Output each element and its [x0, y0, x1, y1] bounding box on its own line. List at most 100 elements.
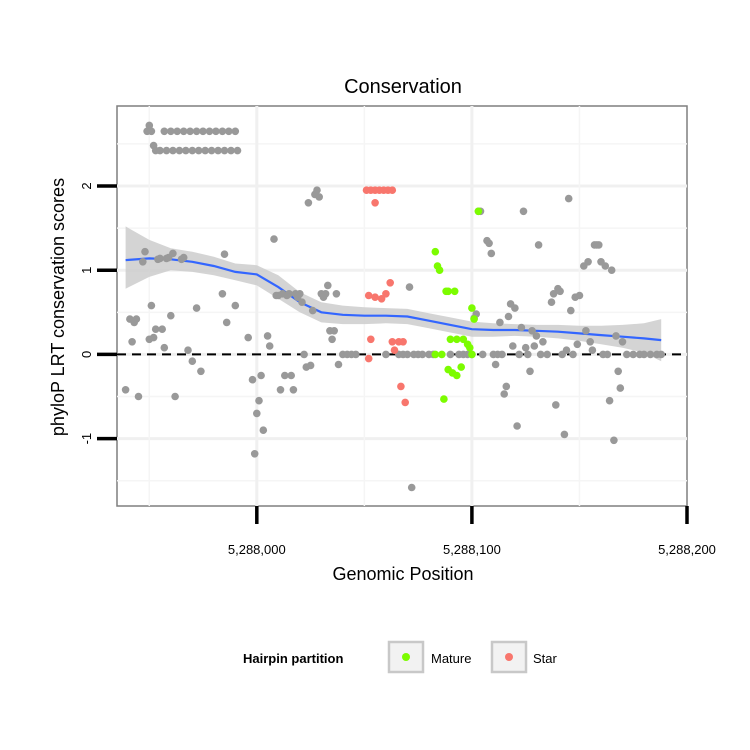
data-point-other — [582, 327, 590, 335]
data-point-other — [285, 290, 293, 298]
data-point-other — [498, 350, 506, 359]
data-point-other — [517, 323, 526, 332]
data-point-other — [601, 262, 610, 270]
data-point-other — [287, 371, 296, 380]
data-point-other — [564, 194, 573, 203]
data-point-other — [306, 361, 315, 370]
data-point-other — [289, 386, 298, 394]
data-point-other — [573, 340, 582, 349]
data-point-other — [575, 291, 584, 300]
data-point-mature — [440, 395, 448, 403]
data-point-mature — [438, 350, 446, 359]
data-point-other — [147, 301, 156, 310]
data-point-other — [162, 146, 171, 155]
data-point-star — [388, 186, 397, 194]
data-point-other — [220, 250, 229, 258]
data-point-other — [263, 332, 272, 340]
data-point-other — [560, 430, 569, 439]
data-point-other — [511, 304, 519, 312]
data-point-other — [382, 350, 390, 359]
data-point-other — [313, 186, 321, 194]
data-point-other — [623, 350, 631, 359]
data-point-other — [515, 350, 523, 359]
data-point-other — [167, 127, 175, 136]
data-point-other — [257, 371, 265, 380]
data-point-other — [205, 127, 214, 136]
data-point-other — [321, 290, 330, 298]
data-point-other — [588, 346, 597, 355]
data-point-star — [377, 295, 386, 303]
data-point-other — [612, 332, 620, 340]
data-point-mature — [466, 343, 474, 352]
data-point-other — [646, 350, 655, 359]
axes: -1 0 1 2 5,288,000 5,288,100 5,288,200 — [79, 182, 716, 557]
data-point-other — [308, 306, 317, 315]
data-point-other — [255, 396, 263, 405]
data-point-other — [334, 360, 343, 369]
data-point-other — [151, 325, 160, 334]
data-point-other — [158, 325, 166, 334]
data-point-other — [513, 422, 521, 430]
data-point-other — [491, 360, 500, 369]
data-point-other — [521, 343, 530, 352]
data-point-mature — [431, 350, 440, 359]
y-tick-label: 0 — [79, 351, 94, 358]
data-point-other — [156, 146, 164, 155]
plot-panel — [116, 105, 688, 507]
data-point-other — [519, 207, 528, 216]
data-point-other — [640, 350, 648, 359]
data-point-other — [175, 146, 184, 155]
data-point-other — [265, 342, 274, 350]
data-point-mature — [468, 350, 476, 359]
data-point-other — [141, 247, 149, 256]
data-point-other — [485, 239, 493, 248]
data-point-other — [244, 333, 252, 342]
x-axis-title: Genomic Position — [332, 564, 473, 584]
data-point-other — [167, 311, 175, 320]
data-point-other — [524, 350, 532, 359]
data-point-other — [328, 335, 336, 344]
data-point-other — [188, 357, 197, 366]
data-point-other — [222, 318, 231, 327]
data-point-other — [610, 436, 618, 445]
data-point-other — [296, 290, 304, 298]
data-point-other — [614, 367, 622, 376]
data-point-other — [532, 332, 541, 340]
data-point-other — [149, 333, 158, 342]
data-point-mature — [470, 315, 478, 323]
data-point-other — [300, 350, 308, 359]
data-point-star — [364, 291, 373, 300]
data-point-other — [218, 127, 227, 136]
data-point-other — [657, 350, 665, 359]
data-point-other — [281, 371, 289, 380]
data-point-other — [418, 350, 427, 359]
data-point-mature — [453, 371, 461, 380]
data-point-mature — [459, 335, 468, 344]
data-point-other — [332, 290, 341, 298]
data-point-star — [371, 199, 379, 207]
data-point-other — [276, 386, 285, 394]
data-point-other — [173, 127, 181, 136]
data-point-other — [352, 350, 360, 359]
data-point-other — [145, 121, 154, 130]
legend-title: Hairpin partition — [243, 651, 343, 666]
data-point-mature — [435, 266, 444, 275]
data-point-other — [567, 306, 575, 315]
data-point-other — [225, 127, 233, 136]
data-point-other — [227, 146, 235, 155]
data-point-other — [171, 392, 179, 401]
data-point-star — [399, 338, 407, 346]
confidence-band — [125, 226, 662, 362]
data-point-other — [231, 301, 240, 310]
data-point-other — [595, 241, 603, 249]
data-point-mature — [453, 335, 461, 344]
data-point-other — [616, 384, 625, 392]
data-point-other — [184, 346, 192, 355]
data-point-star — [388, 338, 397, 346]
data-point-other — [605, 396, 614, 405]
legend-swatch-star — [505, 653, 513, 661]
data-point-other — [192, 304, 201, 312]
data-point-other — [147, 127, 156, 136]
